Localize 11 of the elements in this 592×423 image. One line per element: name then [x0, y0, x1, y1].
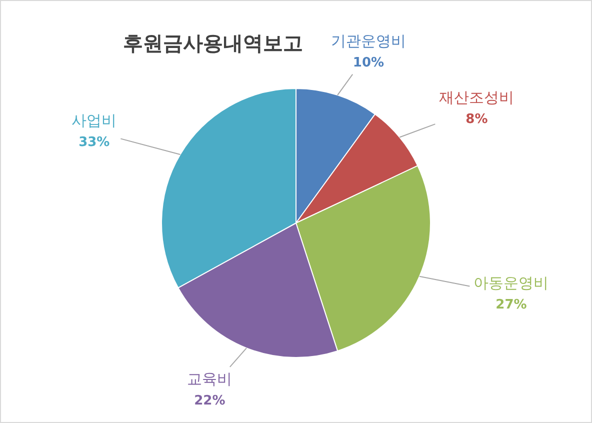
slice-label: 사업비	[72, 112, 117, 130]
data-label: 27%	[496, 298, 527, 313]
data-label: 8%	[466, 112, 488, 127]
data-label: 22%	[194, 393, 226, 408]
slice-label: 교육비	[187, 370, 232, 388]
data-label: 10%	[352, 56, 384, 71]
data-label: 33%	[78, 135, 110, 150]
chart-title: 후원금사용내역보고	[123, 31, 303, 56]
slice-label: 아동운영비	[474, 274, 549, 292]
slice-label: 재산조성비	[439, 88, 514, 106]
slice-label: 기관운영비	[330, 32, 406, 50]
